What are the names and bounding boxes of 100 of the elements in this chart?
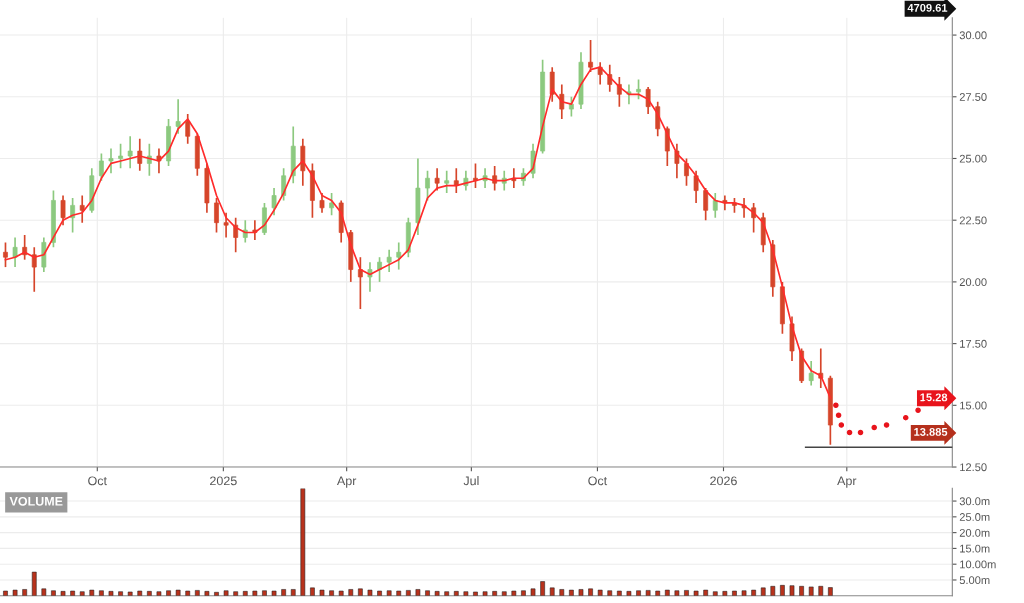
y-tick-label: 17.50 [960, 339, 987, 348]
candlestick [127, 135, 133, 170]
candlestick [444, 169, 450, 194]
x-tick-label: 2026 [710, 476, 737, 486]
bar [818, 586, 824, 596]
x-tick-label: Jul [463, 476, 479, 486]
bar [808, 586, 814, 596]
bar [712, 591, 718, 596]
annotation: 15.28 [920, 393, 948, 402]
bar [204, 591, 210, 596]
point [871, 424, 877, 431]
bar [262, 590, 267, 596]
y-tick-label: 30.00 [959, 31, 987, 40]
bar [559, 589, 565, 596]
bar [473, 591, 478, 596]
bar [828, 587, 833, 596]
point [846, 429, 853, 436]
candlestick [636, 78, 641, 101]
candlestick [616, 76, 622, 108]
y-tick-label: 15.0m [960, 544, 990, 553]
x-tick-label: 2025 [210, 476, 237, 486]
candlestick [271, 187, 277, 217]
candlestick [185, 113, 191, 145]
bar [530, 588, 536, 596]
bar [760, 587, 766, 596]
bar [482, 591, 488, 596]
candlestick [108, 147, 114, 175]
bar [41, 588, 47, 596]
bar [60, 591, 66, 596]
bar [242, 591, 248, 596]
y-tick-label: 20.0m [959, 528, 990, 537]
annotation: 13.885 [914, 428, 948, 436]
candlestick [492, 165, 498, 192]
candlestick [31, 246, 37, 293]
bar [799, 586, 804, 596]
bar [444, 591, 450, 596]
candlestick [655, 100, 661, 138]
bar [348, 589, 354, 596]
bar [271, 590, 277, 596]
y-tick-label: 25.0m [959, 513, 990, 521]
candlestick [146, 142, 152, 177]
candlestick [808, 360, 814, 387]
candlestick [568, 95, 574, 118]
candlestick [434, 167, 440, 192]
x-tick-label: Oct [88, 476, 107, 486]
bar [674, 590, 680, 596]
bar [578, 589, 584, 596]
bar [99, 590, 104, 596]
bar [732, 590, 737, 596]
point [857, 429, 864, 436]
candlestick [559, 83, 565, 120]
bar [290, 589, 296, 596]
candlestick [319, 192, 325, 214]
candlestick [242, 219, 248, 244]
candlestick [549, 66, 555, 103]
bar [703, 589, 709, 596]
candlestick [214, 197, 219, 234]
candlestick [118, 142, 123, 170]
candlestick [98, 152, 104, 182]
bar [329, 590, 334, 596]
bar [300, 488, 306, 596]
candlestick [79, 194, 85, 224]
y-tick-label: 27.50 [959, 93, 987, 101]
candlestick [645, 86, 651, 115]
candlestick [137, 137, 143, 172]
bar [233, 591, 239, 596]
candlestick [233, 216, 239, 254]
bar [386, 590, 392, 596]
candlestick [3, 241, 8, 268]
point [883, 422, 890, 428]
bar [194, 590, 200, 596]
x-tick-label: Apr [336, 476, 357, 488]
bar [780, 585, 785, 596]
bar [521, 590, 526, 596]
bar [425, 590, 430, 596]
candlestick [223, 211, 229, 239]
bar [540, 581, 545, 596]
bar [166, 590, 171, 596]
bar [12, 589, 18, 596]
bar [108, 591, 114, 596]
candlestick [588, 39, 593, 73]
point [915, 407, 921, 414]
point [835, 412, 842, 418]
bar [396, 590, 402, 596]
y-tick-label: 12.50 [960, 463, 987, 472]
bar [319, 589, 325, 596]
bar [588, 588, 593, 596]
bar [492, 591, 497, 596]
bar [434, 591, 440, 596]
y-tick-label: 20.00 [959, 278, 987, 287]
candlestick [12, 236, 18, 268]
bar [31, 571, 37, 596]
bar [22, 589, 27, 596]
candlestick [674, 142, 680, 180]
bar [79, 591, 85, 596]
candlestick [386, 248, 392, 273]
y-tick-label: 5.00m [959, 576, 990, 585]
bar [281, 589, 286, 596]
bar [3, 590, 8, 596]
bar [626, 591, 632, 596]
